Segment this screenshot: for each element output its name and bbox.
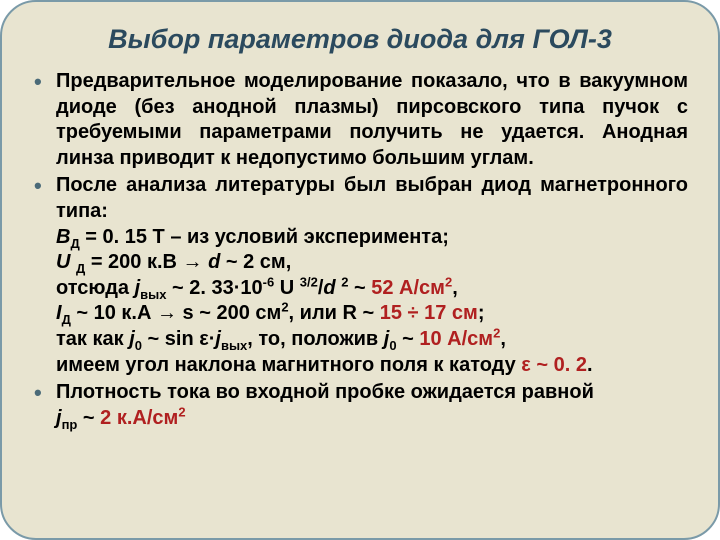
red-R: 15 ÷ 17 см xyxy=(380,302,478,324)
b2l5-m1: ~ sin ε· xyxy=(142,328,215,350)
b2l3-m1: ~ 2. 33·10 xyxy=(166,277,262,299)
bullet-2-line-1: BД = 0. 15 Т – из условий эксперимента; xyxy=(56,225,688,251)
sym-U: U xyxy=(56,251,76,273)
b2l3-m2: U xyxy=(274,277,300,299)
b2l5-m2: , то, положив xyxy=(247,328,384,350)
red-52-txt: 52 А/см xyxy=(371,277,445,299)
red-2k: 2 к.А/см2 xyxy=(100,407,185,429)
sym-d-2: d xyxy=(323,277,335,299)
bullet-2-line-2: U Д = 200 к.В → d ~ 2 см, xyxy=(56,250,688,276)
b3-m: ~ xyxy=(77,407,100,429)
sup-32: 3/2 xyxy=(300,274,318,289)
b2l4-end: ; xyxy=(478,302,485,324)
bullet-3-line-2: jпр ~ 2 к.А/см2 xyxy=(56,406,688,432)
sym-B: B xyxy=(56,226,70,248)
bullet-item-3: Плотность тока во входной пробке ожидает… xyxy=(32,380,688,431)
bullet-1-text: Предварительное моделирование показало, … xyxy=(56,70,688,169)
b2l3-end: , xyxy=(452,277,458,299)
bullet-2-line-4: IД ~ 10 к.А → s ~ 200 см2, или R ~ 15 ÷ … xyxy=(56,301,688,327)
b2l1-rest: = 0. 15 Т – из условий эксперимента; xyxy=(80,226,449,248)
b2l4-m2: , или R ~ xyxy=(289,302,380,324)
bullet-list: Предварительное моделирование показало, … xyxy=(32,69,688,431)
b2l4-m1: ~ 10 к.А → s ~ 200 см xyxy=(71,302,281,324)
slide-title: Выбор параметров диода для ГОЛ-3 xyxy=(32,24,688,55)
sub-I-d: Д xyxy=(62,312,71,327)
b2l6-pre: имеем угол наклона магнитного поля к кат… xyxy=(56,354,521,376)
b2l6-end: . xyxy=(587,354,593,376)
b2l2-m1: = 200 к.В → xyxy=(85,251,208,273)
sym-d-1: d xyxy=(208,251,220,273)
sup-cm2: 2 xyxy=(281,300,288,315)
bullet-2-line-6: имеем угол наклона магнитного поля к кат… xyxy=(56,353,688,379)
sup-minus6: -6 xyxy=(263,274,275,289)
red-52: 52 А/см2 xyxy=(371,277,452,299)
bullet-2-intro: После анализа литературы был выбран диод… xyxy=(56,173,688,224)
b2l2-post: ~ 2 см, xyxy=(220,251,291,273)
b2l3-m5: ~ xyxy=(348,277,371,299)
bullet-item-1: Предварительное моделирование показало, … xyxy=(32,69,688,171)
b2l3-pre: отсюда xyxy=(56,277,135,299)
sub-j0-b: 0 xyxy=(389,338,396,353)
sub-j-out: вых xyxy=(140,287,166,302)
sub-U-d: Д xyxy=(76,261,85,276)
bullet-item-2: После анализа литературы был выбран диод… xyxy=(32,173,688,378)
red-eps: ε ~ 0. 2 xyxy=(521,354,587,376)
b2l5-pre: так как xyxy=(56,328,129,350)
sub-jpr: пр xyxy=(62,417,78,432)
red-10-txt: 10 А/см xyxy=(419,328,493,350)
red-10: 10 А/см2 xyxy=(419,328,500,350)
sub-B-d: Д xyxy=(70,236,79,251)
red-2k-txt: 2 к.А/см xyxy=(100,407,178,429)
b2l5-m3: ~ xyxy=(397,328,420,350)
b2l5-end: , xyxy=(500,328,506,350)
red-2k-sup: 2 xyxy=(178,404,185,419)
bullet-3-line-1: Плотность тока во входной пробке ожидает… xyxy=(56,380,688,406)
sub-jv: вых xyxy=(221,338,247,353)
sub-j0-a: 0 xyxy=(135,338,142,353)
slide: Выбор параметров диода для ГОЛ-3 Предвар… xyxy=(0,0,720,540)
bullet-2-line-3: отсюда jвых ~ 2. 33·10-6 U 3/2/d 2 ~ 52 … xyxy=(56,276,688,302)
bullet-2-line-5: так как j0 ~ sin ε·jвых, то, положив j0 … xyxy=(56,327,688,353)
